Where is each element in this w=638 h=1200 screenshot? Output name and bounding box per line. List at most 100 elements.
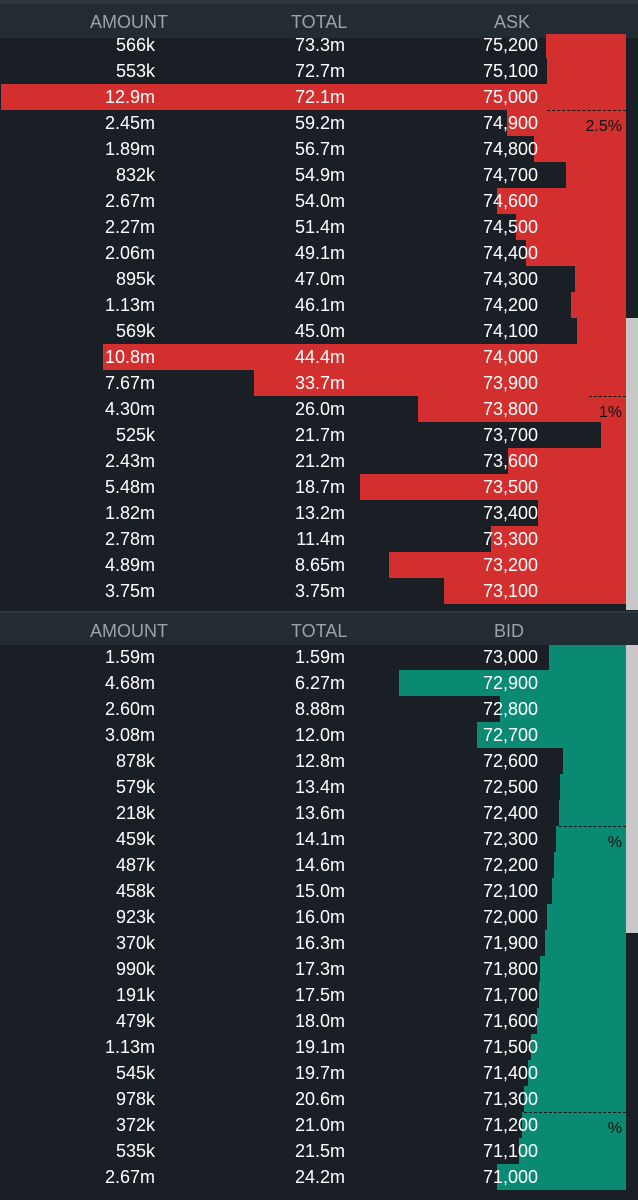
bid-price: 71,500 [482, 1037, 538, 1057]
bid-row[interactable]: 545k 19.7m 71,400 [0, 1060, 638, 1086]
bid-row[interactable]: 2.60m 8.88m 72,800 [0, 696, 638, 722]
ask-total: 21.2m [294, 451, 345, 471]
bid-total: 17.5m [294, 985, 345, 1005]
total-column-header[interactable]: TOTAL [291, 12, 348, 32]
bid-amount-bar [602, 852, 626, 878]
ask-amount: 2.78m [104, 529, 155, 549]
ask-row[interactable]: 2.78m 11.4m 73,300 [0, 526, 638, 552]
bid-amount: 978k [115, 1089, 155, 1109]
ask-amount: 566k [115, 35, 155, 55]
bid-row[interactable]: 978k 20.6m 71,300% [0, 1086, 638, 1137]
bid-row[interactable]: 1.59m 1.59m 73,000 [0, 645, 638, 670]
ask-price: 74,500 [482, 217, 538, 237]
ask-price: 73,200 [482, 555, 538, 575]
bid-row[interactable]: 878k 12.8m 72,600 [0, 748, 638, 774]
bid-row[interactable]: 459k 14.1m 72,300 [0, 826, 638, 852]
bid-depth-marker-label: % [607, 1120, 622, 1137]
bid-row[interactable]: 535k 21.5m 71,100 [0, 1138, 638, 1164]
bid-total: 8.88m [294, 699, 345, 719]
ask-amount-bar [496, 188, 626, 214]
bid-scrollbar[interactable] [626, 645, 638, 933]
ask-total: 33.7m [294, 373, 345, 393]
ask-amount-bar [598, 34, 626, 58]
ask-amount: 7.67m [104, 373, 155, 393]
ask-row[interactable]: 2.06m 49.1m 74,400 [0, 240, 638, 266]
bid-column-header[interactable]: BID [494, 621, 525, 641]
bid-row[interactable]: 579k 13.4m 72,500 [0, 774, 638, 800]
ask-row[interactable]: 1.89m 56.7m 74,800 [0, 136, 638, 162]
ask-row[interactable]: 832k 54.9m 74,700 [0, 162, 638, 188]
ask-row[interactable]: 569k 45.0m 74,100 [0, 318, 638, 344]
bid-row[interactable]: 372k 21.0m 71,200 [0, 1112, 638, 1138]
bid-row[interactable]: 4.68m 6.27m 72,900 [0, 670, 638, 696]
ask-amount: 553k [115, 61, 155, 81]
ask-scrollbar[interactable] [626, 318, 638, 610]
ask-amount: 3.75m [104, 581, 155, 601]
ask-row[interactable]: 12.9m 72.1m 75,000 2.5% [0, 84, 638, 135]
ask-row[interactable]: 2.45m 59.2m 74,900 [0, 110, 638, 136]
bid-total: 21.5m [294, 1141, 345, 1161]
ask-row[interactable]: 525k 21.7m 73,700 [0, 422, 638, 448]
ask-price: 75,200 [482, 35, 538, 55]
total-column-header[interactable]: TOTAL [291, 621, 348, 641]
ask-depth-marker-label: 2.5% [585, 118, 622, 135]
ask-amount-bar [598, 318, 626, 344]
ask-total: 26.0m [294, 399, 345, 419]
bid-amount: 479k [115, 1011, 155, 1031]
bid-total: 6.27m [294, 673, 345, 693]
bid-row[interactable]: 479k 18.0m 71,600 [0, 1008, 638, 1034]
bid-row[interactable]: 487k 14.6m 72,200 [0, 852, 638, 878]
bid-total: 20.6m [294, 1089, 345, 1109]
ask-row[interactable]: 3.75m 3.75m 73,100 [0, 578, 638, 604]
ask-amount-bar [1, 84, 626, 110]
ask-row[interactable]: 10.8m 44.4m 74,000 [0, 344, 638, 370]
bid-amount: 579k [115, 777, 155, 797]
ask-price: 74,900 [482, 113, 538, 133]
bid-amount-bar [583, 748, 626, 774]
ask-row[interactable]: 2.27m 51.4m 74,500 [0, 214, 638, 240]
bid-row[interactable]: 1.13m 19.1m 71,500 [0, 1034, 638, 1060]
ask-amount-bar [417, 396, 626, 422]
ask-total: 72.7m [294, 61, 345, 81]
ask-amount: 895k [115, 269, 155, 289]
bid-row[interactable]: 458k 15.0m 72,100 [0, 878, 638, 904]
ask-amount-bar [516, 214, 626, 240]
ask-row[interactable]: 7.67m 33.7m 73,900 1% [0, 370, 638, 421]
ask-row[interactable]: 2.67m 54.0m 74,600 [0, 188, 638, 214]
bid-row[interactable]: 2.67m 24.2m 71,000 [0, 1164, 638, 1190]
ask-amount-bar [571, 292, 626, 318]
ask-row[interactable]: 5.48m 18.7m 73,500 [0, 474, 638, 500]
ask-column-header[interactable]: ASK [494, 12, 531, 32]
amount-column-header[interactable]: AMOUNT [90, 621, 168, 641]
bid-price: 72,500 [482, 777, 538, 797]
ask-amount-bar [507, 110, 626, 136]
bid-price: 71,600 [482, 1011, 538, 1031]
bid-total: 13.4m [294, 777, 345, 797]
ask-row[interactable]: 895k 47.0m 74,300 [0, 266, 638, 292]
bid-price: 71,800 [482, 959, 538, 979]
ask-amount: 2.45m [104, 113, 155, 133]
ask-price: 73,700 [482, 425, 538, 445]
bid-total: 21.0m [294, 1115, 345, 1135]
ask-row[interactable]: 553k 72.7m 75,100 [0, 58, 638, 84]
ask-total: 56.7m [294, 139, 345, 159]
bid-order-list: 1.59m 1.59m 73,000 4.68m 6.27m 72,900 2.60m 8.8… [0, 645, 638, 1200]
ask-total: 73.3m [294, 35, 345, 55]
bid-row[interactable]: 3.08m 12.0m 72,700 [0, 722, 638, 748]
ask-row[interactable]: 1.82m 13.2m 73,400 [0, 500, 638, 526]
bid-row[interactable]: 191k 17.5m 71,700 [0, 982, 638, 1008]
ask-row[interactable]: 566k 73.3m 75,200 [0, 34, 638, 58]
bid-price: 72,900 [482, 673, 538, 693]
bid-amount-bar [571, 1034, 626, 1060]
bid-row[interactable]: 923k 16.0m 72,000 [0, 904, 638, 930]
ask-row[interactable]: 1.13m 46.1m 74,200 [0, 292, 638, 318]
bid-row[interactable]: 370k 16.3m 71,900 [0, 930, 638, 956]
bid-row[interactable]: 990k 17.3m 71,800 [0, 956, 638, 982]
ask-row[interactable]: 2.43m 21.2m 73,600 [0, 448, 638, 474]
bid-row[interactable]: 218k 13.6m 72,400% [0, 800, 638, 851]
ask-row[interactable]: 4.89m 8.65m 73,200 [0, 552, 638, 578]
bid-total: 14.6m [294, 855, 345, 875]
ask-row[interactable]: 4.30m 26.0m 73,800 [0, 396, 638, 422]
bid-depth-marker-label: % [607, 834, 622, 851]
amount-column-header[interactable]: AMOUNT [90, 12, 168, 32]
